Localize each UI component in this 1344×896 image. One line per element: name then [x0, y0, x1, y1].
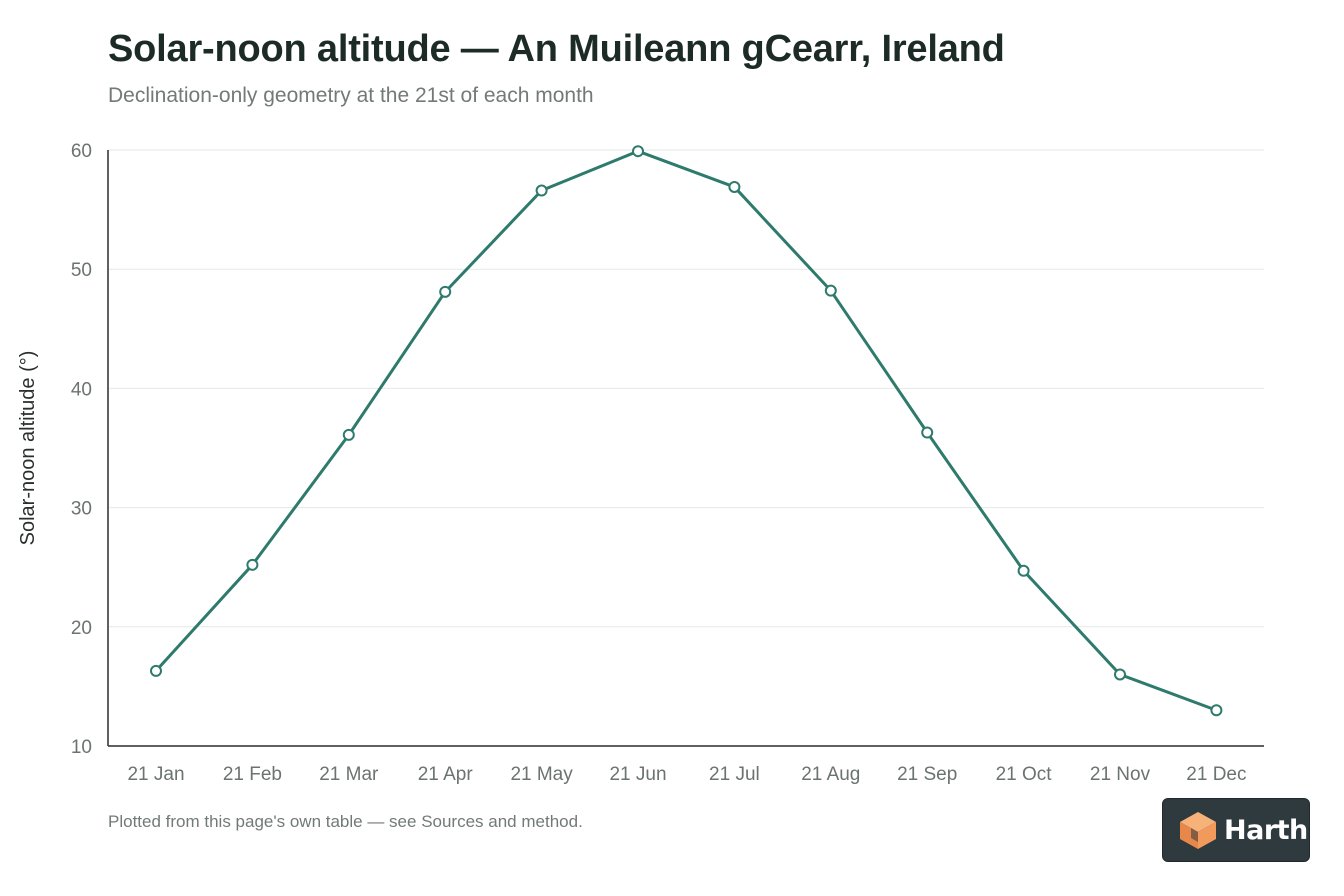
- footnote: Plotted from this page's own table — see…: [108, 812, 583, 831]
- data-point-21-jan[interactable]: [150, 664, 162, 677]
- x-tick-label-21-aug: 21 Aug: [801, 764, 860, 785]
- x-tick-label-21-oct: 21 Oct: [996, 764, 1053, 785]
- series-line-0: [154, 149, 1218, 712]
- x-tick-label-21-feb: 21 Feb: [223, 764, 282, 785]
- gridlines: [108, 149, 1264, 628]
- harth-wordmark: Harth: [1224, 814, 1308, 846]
- y-tick-labels: 10 20 30 40 50 60: [71, 141, 92, 758]
- x-tick-label-21-apr: 21 Apr: [418, 764, 474, 785]
- x-tick-label-21-mar: 21 Mar: [319, 764, 379, 785]
- y-tick-label-10: 10: [71, 737, 92, 758]
- y-tick-label-20: 20: [71, 618, 92, 639]
- x-tick-label-21-jun: 21 Jun: [609, 764, 666, 785]
- data-point-21-may[interactable]: [535, 184, 548, 197]
- data-point-21-nov[interactable]: [1114, 668, 1126, 681]
- data-point-21-aug[interactable]: [824, 284, 837, 297]
- y-tick-label-50: 50: [71, 260, 92, 281]
- y-axis-label: Solar-noon altitude (°): [17, 351, 39, 546]
- data-point-21-apr[interactable]: [439, 285, 452, 298]
- y-tick-label-40: 40: [71, 379, 92, 400]
- x-tick-labels: 21 Jan 21 Feb 21 Mar 21 Apr 21 May 21 Jun 21 J…: [127, 764, 1246, 785]
- data-point-21-jul[interactable]: [728, 180, 741, 193]
- data-point-21-oct[interactable]: [1017, 564, 1030, 577]
- data-point-21-dec[interactable]: [1210, 704, 1223, 717]
- x-tick-label-21-sep: 21 Sep: [897, 764, 957, 785]
- x-tick-label-21-dec: 21 Dec: [1186, 764, 1246, 785]
- series: [154, 149, 1218, 712]
- y-tick-label-60: 60: [71, 141, 92, 162]
- data-point-21-jun[interactable]: [632, 145, 644, 158]
- data-point-21-feb[interactable]: [246, 558, 259, 571]
- data-point-21-mar[interactable]: [342, 428, 355, 441]
- chart-subtitle: Declination-only geometry at the 21st of…: [108, 84, 594, 107]
- y-tick-label-30: 30: [71, 499, 92, 520]
- data-point-21-sep[interactable]: [921, 426, 934, 439]
- x-tick-label-21-nov: 21 Nov: [1090, 764, 1151, 785]
- chart-title: Solar-noon altitude — An Muileann gCearr…: [108, 28, 1005, 70]
- x-tick-label-21-may: 21 May: [510, 764, 573, 785]
- data-points: [150, 145, 1223, 717]
- harth-badge[interactable]: Harth: [1162, 798, 1310, 862]
- harth-cube-logo-icon: [1180, 812, 1216, 849]
- x-tick-label-21-jan: 21 Jan: [127, 764, 184, 785]
- axes: [107, 150, 1264, 747]
- x-tick-label-21-jul: 21 Jul: [709, 764, 760, 785]
